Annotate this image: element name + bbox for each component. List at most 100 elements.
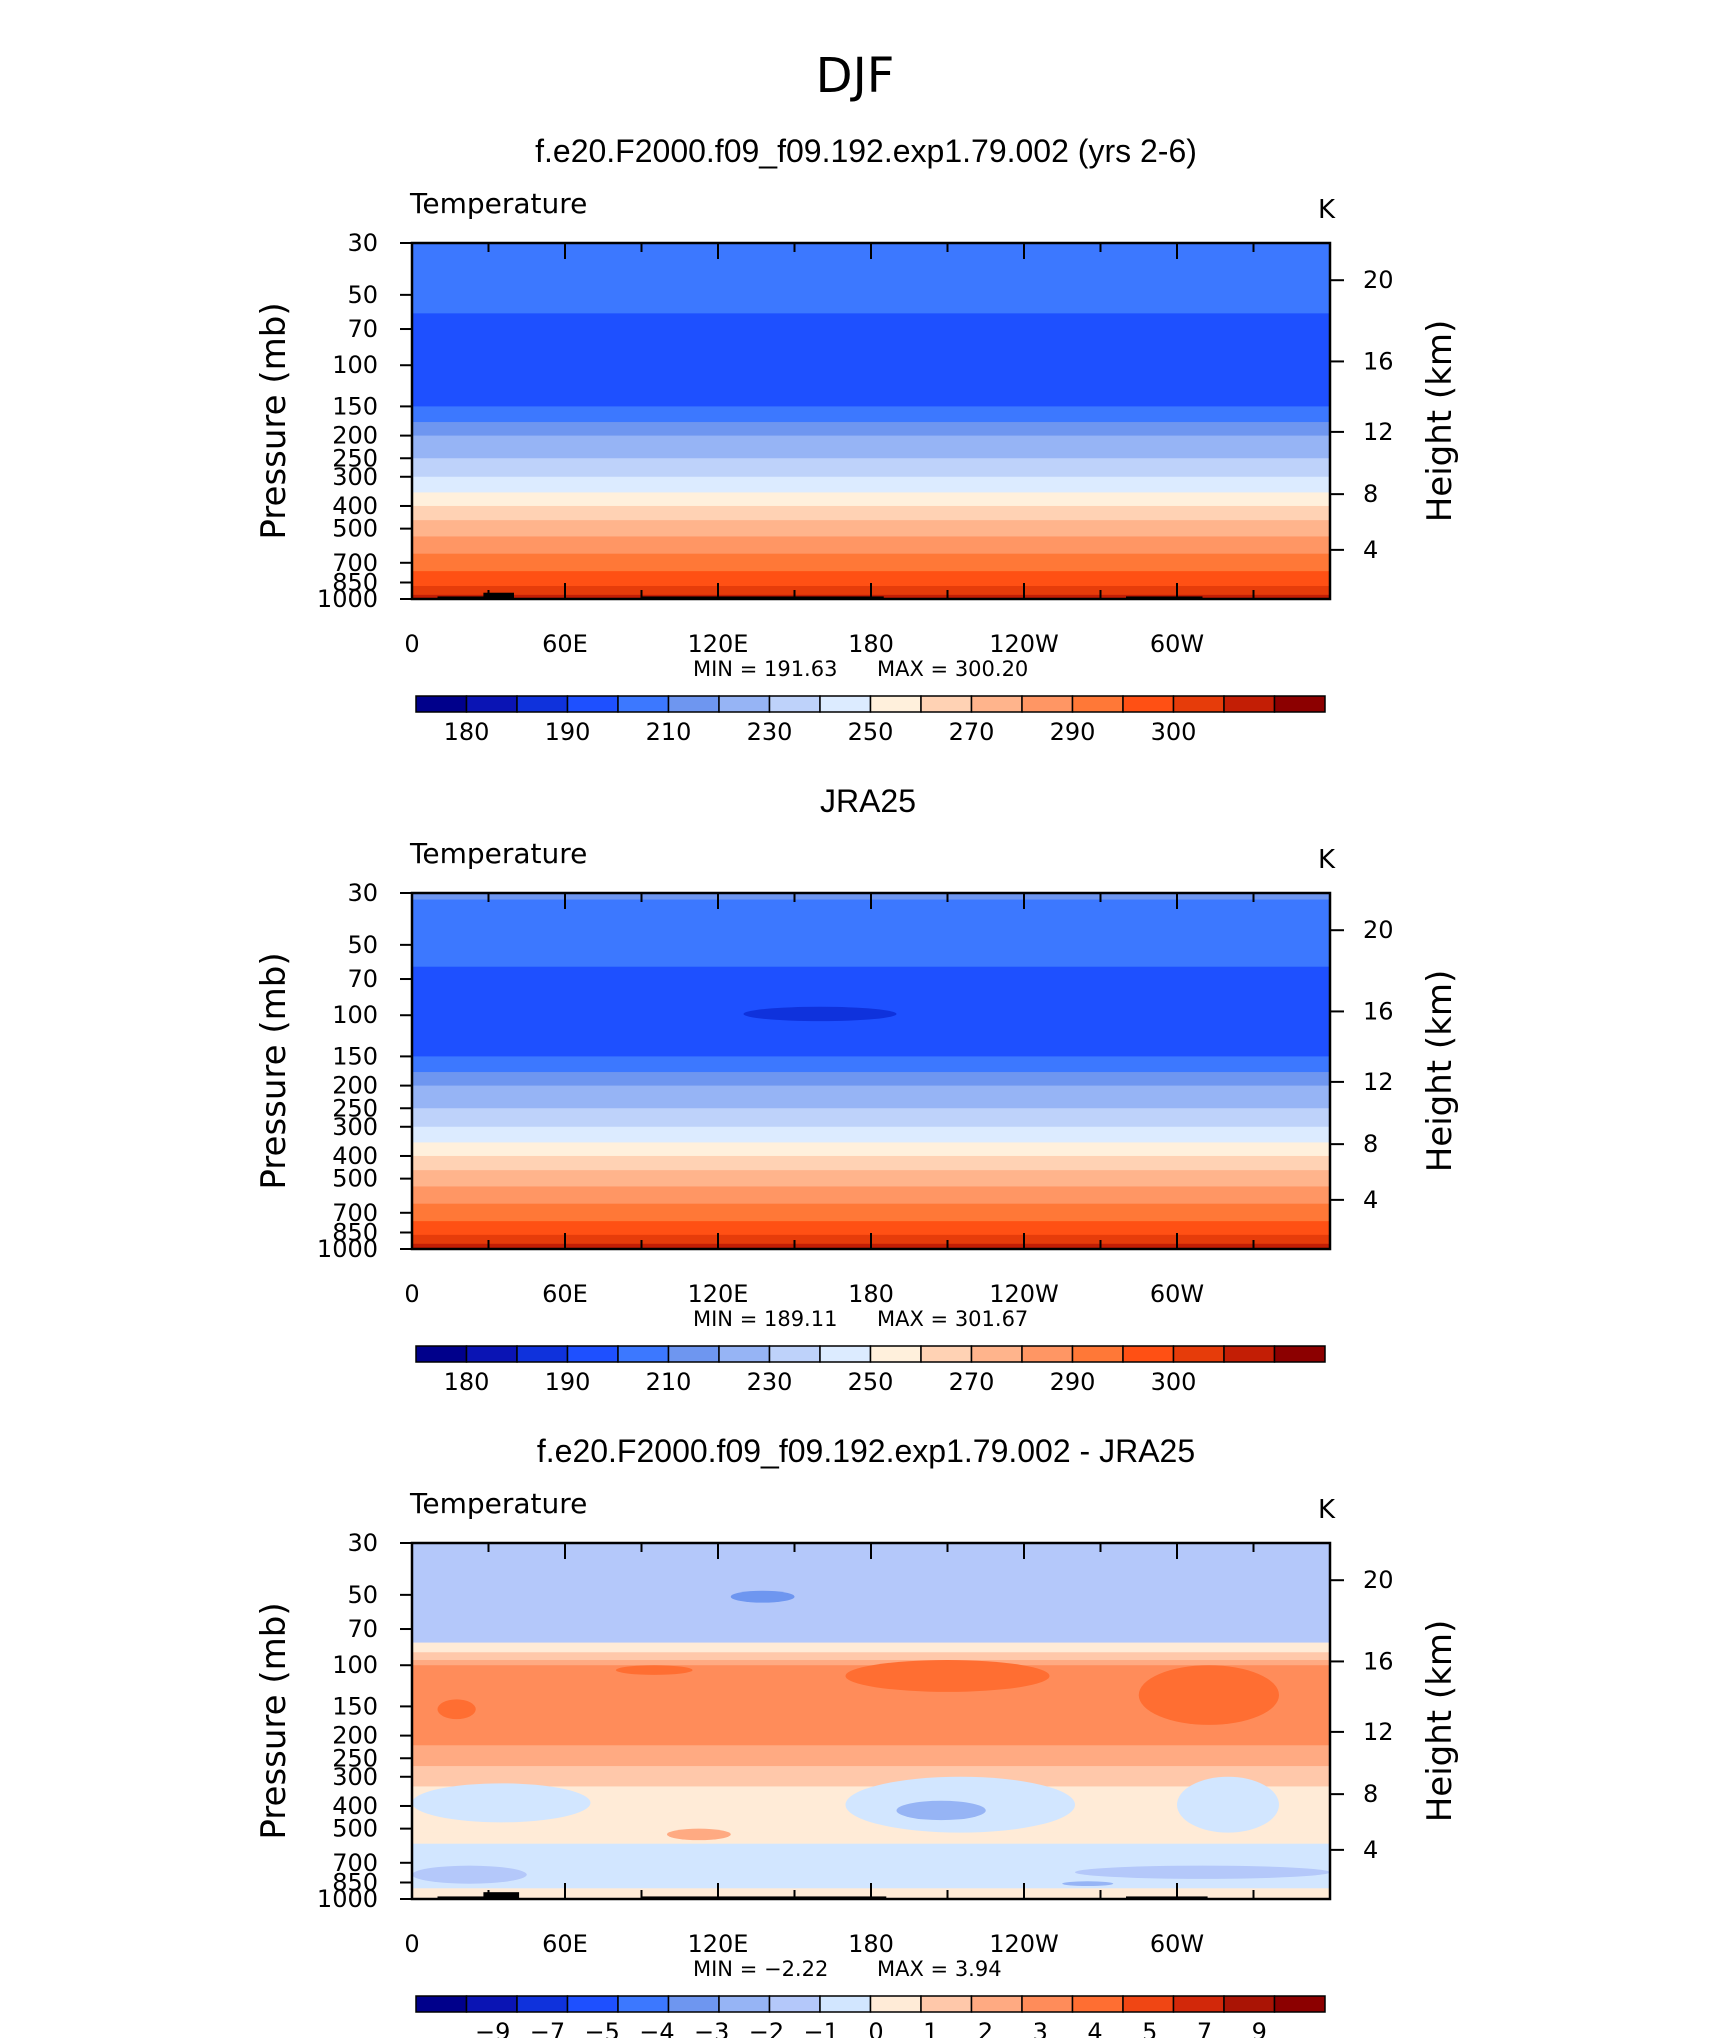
colorbar-box xyxy=(1273,1345,1326,1363)
contour-band xyxy=(412,1072,1330,1087)
panel-obs: JRA25 Temperature K Pressure (mb) Height… xyxy=(254,783,1460,1396)
y-tick-label: 700 xyxy=(332,1199,378,1227)
min-label: MIN = 189.11 xyxy=(693,1307,837,1331)
topography xyxy=(641,596,884,599)
height-tick-label: 8 xyxy=(1363,1780,1378,1808)
contour-band xyxy=(412,1155,1330,1171)
colorbar-box xyxy=(1273,1995,1326,2013)
colorbar-box xyxy=(1122,695,1175,713)
x-tick-label: 120W xyxy=(989,1280,1059,1308)
colorbar-box xyxy=(920,1995,973,2013)
colorbar-label: 250 xyxy=(848,718,894,746)
colorbar-box xyxy=(1223,1345,1276,1363)
right-axis-title: Height (km) xyxy=(1420,970,1460,1173)
colorbar-box xyxy=(970,1345,1023,1363)
units-label: K xyxy=(1318,195,1336,225)
colorbar-box xyxy=(617,695,670,713)
colorbar-box xyxy=(667,695,720,713)
y-tick-label: 1000 xyxy=(317,1885,378,1913)
contour-feature xyxy=(743,1006,897,1022)
y-tick-label: 850 xyxy=(332,569,378,597)
y-tick-label: 200 xyxy=(332,1722,378,1750)
colorbar-box xyxy=(667,1995,720,2013)
contour-feature xyxy=(1075,1865,1330,1879)
contour-band xyxy=(412,1660,1330,1666)
colorbar-label: 300 xyxy=(1151,718,1197,746)
y-tick-label: 30 xyxy=(347,1529,378,1557)
colorbar-box xyxy=(970,695,1023,713)
y-tick-label: 1000 xyxy=(317,1235,378,1263)
contour-band xyxy=(412,458,1330,478)
contour-band xyxy=(412,1203,1330,1222)
contour-plot: 0 60E 120E 180 120W 60W3050701001502002503004… xyxy=(317,1529,1394,1958)
x-tick-label: 60W xyxy=(1150,1930,1204,1958)
height-tick-label: 4 xyxy=(1363,1836,1378,1864)
colorbar-label: 270 xyxy=(949,718,995,746)
panel-model: f.e20.F2000.f09_f09.192.exp1.79.002 (yrs… xyxy=(254,133,1460,746)
y-tick-label: 100 xyxy=(332,1651,378,1679)
max-label: MAX = 301.67 xyxy=(877,1307,1028,1331)
colorbar-label: 290 xyxy=(1050,718,1096,746)
colorbar-box xyxy=(516,1995,569,2013)
colorbar-box xyxy=(1021,1995,1074,2013)
y-tick-label: 300 xyxy=(332,463,378,491)
y-axis-title: Pressure (mb) xyxy=(254,1602,294,1839)
colorbar-box xyxy=(667,1345,720,1363)
contour-feature xyxy=(845,1660,1050,1692)
x-tick-label: 0 xyxy=(404,1930,419,1958)
colorbar-box xyxy=(768,1345,821,1363)
colorbar-label: 210 xyxy=(646,1368,692,1396)
colorbar-label: 7 xyxy=(1197,2018,1212,2038)
x-tick-label: 60E xyxy=(542,1930,588,1958)
y-tick-label: 1000 xyxy=(317,585,378,613)
height-tick-label: 20 xyxy=(1363,916,1394,944)
contour-band xyxy=(412,1843,1330,1887)
colorbar-label: −7 xyxy=(530,2018,565,2038)
y-tick-label: 300 xyxy=(332,1113,378,1141)
contour-plot: 0 60E 120E 180 120W 60W3050701001502002503004… xyxy=(317,879,1394,1308)
x-tick-label: 60W xyxy=(1150,1280,1204,1308)
topography xyxy=(483,592,514,599)
contour-feature xyxy=(412,1865,527,1884)
height-tick-label: 20 xyxy=(1363,1566,1394,1594)
colorbar-box xyxy=(516,1345,569,1363)
y-tick-label: 50 xyxy=(347,1581,378,1609)
x-tick-label: 120E xyxy=(688,1930,749,1958)
contour-band xyxy=(412,284,1330,314)
y-tick-label: 200 xyxy=(332,1072,378,1100)
colorbar-box xyxy=(415,1995,468,2013)
x-tick-label: 180 xyxy=(848,630,894,658)
colorbar-box xyxy=(1273,695,1326,713)
height-tick-label: 16 xyxy=(1363,1647,1394,1675)
colorbar-box xyxy=(1122,1995,1175,2013)
min-label: MIN = 191.63 xyxy=(693,657,837,681)
height-tick-label: 12 xyxy=(1363,1068,1394,1096)
figure-title: DJF xyxy=(816,48,895,104)
y-tick-label: 50 xyxy=(347,931,378,959)
y-tick-label: 500 xyxy=(332,1165,378,1193)
contour-feature xyxy=(1177,1776,1279,1833)
contour-feature xyxy=(1062,1881,1114,1887)
units-label: K xyxy=(1318,845,1336,875)
y-tick-label: 70 xyxy=(347,965,378,993)
contour-band xyxy=(412,553,1330,572)
colorbar-box xyxy=(1223,1995,1276,2013)
right-axis-title: Height (km) xyxy=(1420,320,1460,523)
colorbar-box xyxy=(516,695,569,713)
colorbar-box xyxy=(869,695,922,713)
y-tick-label: 500 xyxy=(332,1815,378,1843)
contour-band xyxy=(412,435,1330,459)
colorbar-label: 3 xyxy=(1033,2018,1048,2038)
y-tick-label: 100 xyxy=(332,351,378,379)
colorbar-label: −4 xyxy=(639,2018,674,2038)
x-tick-label: 120W xyxy=(989,1930,1059,1958)
y-axis-title: Pressure (mb) xyxy=(254,302,294,539)
colorbar-box xyxy=(415,695,468,713)
x-tick-label: 120E xyxy=(688,630,749,658)
colorbar-box xyxy=(465,695,518,713)
height-tick-label: 16 xyxy=(1363,347,1394,375)
colorbar-label: 230 xyxy=(747,718,793,746)
y-tick-label: 200 xyxy=(332,422,378,450)
contour-band xyxy=(412,1735,1330,1746)
y-tick-label: 150 xyxy=(332,1692,378,1720)
